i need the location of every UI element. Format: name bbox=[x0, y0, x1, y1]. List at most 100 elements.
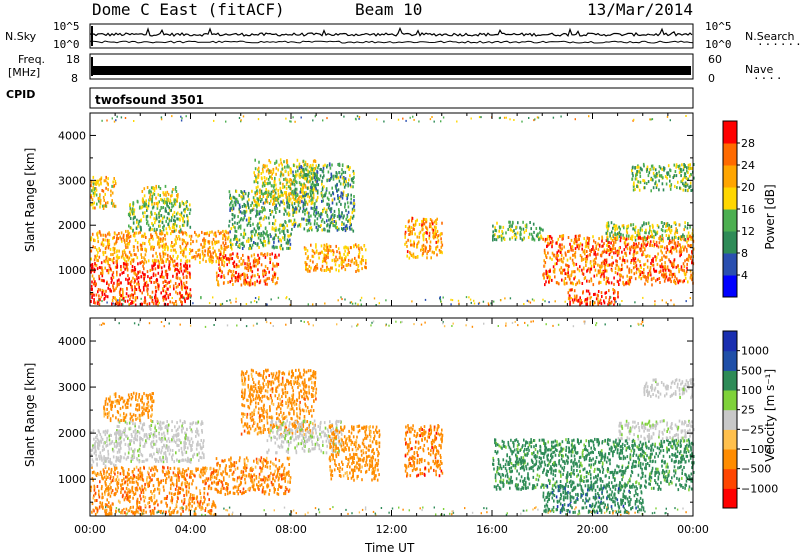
data-cell bbox=[282, 183, 284, 186]
data-cell bbox=[551, 258, 553, 261]
data-cell bbox=[190, 208, 192, 211]
data-cell bbox=[284, 166, 286, 169]
data-cell bbox=[172, 275, 174, 278]
data-cell bbox=[236, 198, 238, 201]
data-cell bbox=[680, 280, 682, 283]
data-cell bbox=[274, 162, 276, 165]
data-cell bbox=[120, 265, 122, 268]
data-cell bbox=[337, 229, 339, 232]
data-cell bbox=[133, 221, 135, 224]
noise-cell bbox=[181, 120, 182, 122]
data-cell bbox=[268, 237, 270, 240]
data-cell bbox=[656, 172, 658, 175]
data-cell bbox=[157, 243, 159, 246]
noise-cell bbox=[443, 117, 444, 119]
data-cell bbox=[301, 218, 303, 221]
data-cell bbox=[316, 263, 318, 266]
data-cell bbox=[176, 190, 178, 193]
data-cell bbox=[94, 262, 96, 265]
data-cell bbox=[670, 250, 672, 253]
data-cell bbox=[653, 172, 655, 175]
noise-cell bbox=[151, 301, 152, 303]
data-cell bbox=[603, 272, 605, 275]
data-cell bbox=[322, 199, 324, 202]
data-cell bbox=[618, 283, 620, 286]
data-cell bbox=[124, 259, 126, 262]
data-cell bbox=[106, 269, 108, 272]
data-cell bbox=[624, 259, 626, 262]
data-cell bbox=[326, 179, 328, 182]
data-cell bbox=[329, 245, 331, 248]
data-cell bbox=[648, 232, 650, 235]
data-cell bbox=[607, 264, 609, 267]
data-cell bbox=[665, 225, 667, 228]
data-cell bbox=[353, 209, 355, 212]
data-cell bbox=[610, 242, 612, 245]
data-cell bbox=[613, 251, 615, 254]
data-cell bbox=[550, 241, 552, 244]
data-cell bbox=[654, 255, 656, 258]
data-cell bbox=[151, 222, 153, 225]
data-cell bbox=[219, 266, 221, 269]
data-cell bbox=[598, 269, 600, 272]
data-cell bbox=[264, 280, 266, 283]
data-cell bbox=[154, 187, 156, 190]
data-cell bbox=[310, 222, 312, 225]
data-cell bbox=[148, 202, 150, 205]
data-cell bbox=[343, 246, 345, 249]
data-cell bbox=[152, 196, 154, 199]
data-cell bbox=[106, 498, 108, 501]
data-cell bbox=[205, 250, 207, 253]
data-cell bbox=[290, 233, 292, 236]
data-cell bbox=[288, 235, 290, 238]
data-cell bbox=[289, 187, 291, 190]
data-cell bbox=[569, 297, 571, 300]
data-cell bbox=[141, 248, 143, 251]
data-cell bbox=[271, 252, 273, 255]
data-cell bbox=[176, 273, 178, 276]
data-cell bbox=[179, 291, 181, 294]
data-cell bbox=[323, 167, 325, 170]
data-cell bbox=[344, 203, 346, 206]
data-cell bbox=[639, 189, 641, 192]
data-cell bbox=[161, 245, 163, 248]
data-cell bbox=[675, 282, 677, 285]
data-cell bbox=[682, 182, 684, 185]
data-cell bbox=[127, 230, 129, 233]
data-cell bbox=[354, 257, 356, 260]
data-cell bbox=[313, 188, 315, 191]
data-cell bbox=[284, 202, 286, 205]
data-cell bbox=[160, 214, 162, 217]
colorbar-tick-label: 20 bbox=[741, 181, 755, 194]
data-cell bbox=[90, 258, 92, 261]
data-cell bbox=[181, 281, 183, 284]
data-cell bbox=[160, 198, 162, 201]
data-cell bbox=[636, 271, 638, 274]
data-cell bbox=[175, 251, 177, 254]
data-cell bbox=[417, 236, 419, 239]
data-cell bbox=[671, 241, 673, 244]
data-cell bbox=[265, 283, 267, 286]
data-cell bbox=[165, 220, 167, 223]
data-cell bbox=[683, 262, 685, 265]
data-cell bbox=[605, 296, 607, 299]
data-cell bbox=[220, 246, 222, 249]
data-cell bbox=[147, 186, 149, 189]
data-cell bbox=[337, 197, 339, 200]
data-cell bbox=[254, 257, 256, 260]
data-cell bbox=[621, 264, 623, 267]
data-cell bbox=[345, 171, 347, 174]
data-cell bbox=[226, 263, 228, 266]
data-cell bbox=[586, 260, 588, 263]
data-cell bbox=[539, 237, 541, 240]
data-cell bbox=[282, 194, 284, 197]
data-cell bbox=[251, 235, 253, 238]
data-cell bbox=[626, 275, 628, 278]
noise-cell bbox=[374, 297, 375, 299]
data-cell bbox=[276, 160, 278, 163]
data-cell bbox=[346, 224, 348, 227]
data-cell bbox=[588, 246, 590, 249]
data-cell bbox=[171, 205, 173, 208]
data-cell bbox=[554, 263, 556, 266]
data-cell bbox=[338, 269, 340, 272]
